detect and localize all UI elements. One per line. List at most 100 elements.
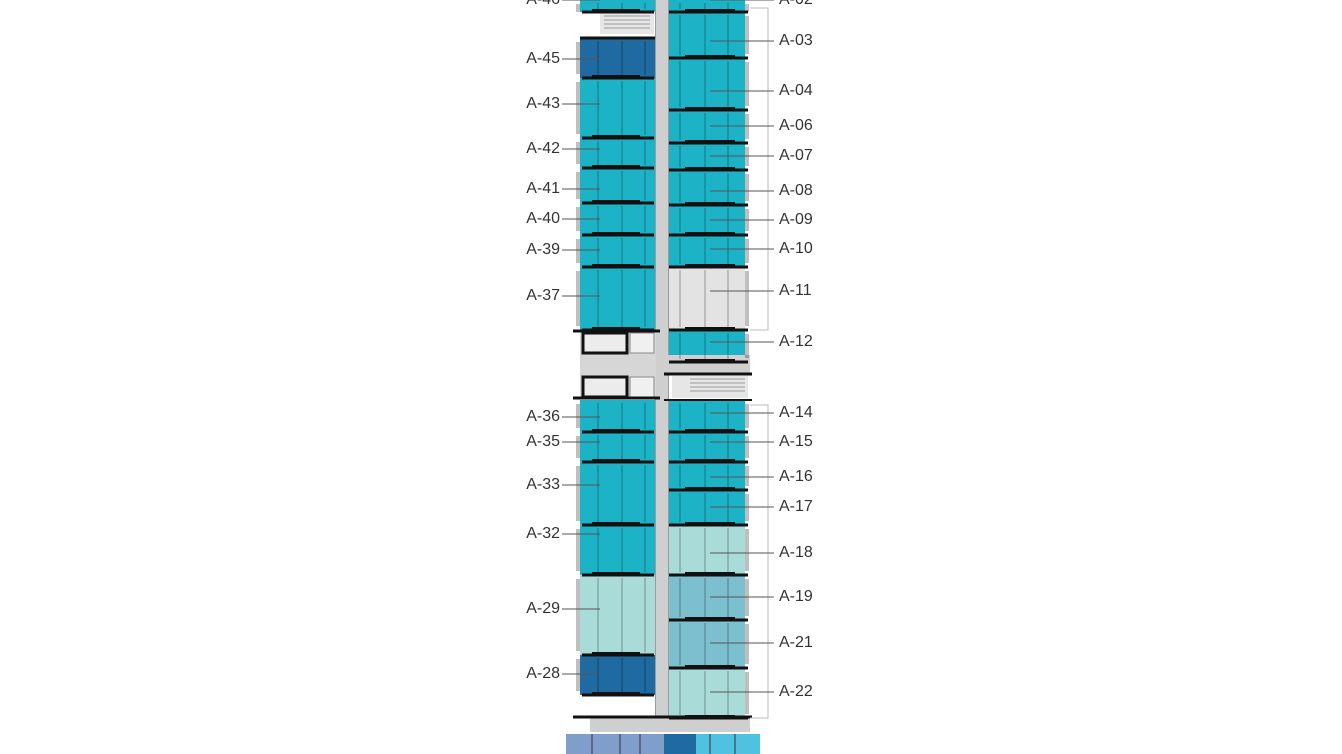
- label-a-11: A-11: [779, 282, 812, 299]
- unit-brackets: [750, 7, 769, 719]
- facade-window: [745, 4, 749, 12]
- facade-window: [576, 4, 580, 12]
- facade-window: [576, 529, 580, 571]
- facade-window: [576, 404, 580, 428]
- unit-interior: [679, 403, 729, 429]
- label-a-07: A-07: [779, 147, 813, 164]
- unit-a-15: [669, 432, 745, 462]
- label-a-09: A-09: [779, 211, 813, 228]
- unit-interior: [679, 173, 729, 202]
- unit-interior: [597, 41, 646, 75]
- facade-window: [745, 404, 749, 428]
- unit-a-16: [669, 462, 745, 490]
- label-a-04: A-04: [779, 82, 813, 99]
- label-a-18: A-18: [779, 544, 813, 561]
- facade-window: [576, 172, 580, 199]
- label-a-36: A-36: [526, 408, 560, 425]
- unit-a-18: [669, 525, 745, 575]
- base-corridor: [590, 718, 750, 732]
- unit-a-41: [580, 168, 655, 203]
- unit-interior: [597, 171, 646, 200]
- unit-interior: [679, 623, 729, 665]
- unit-interior: [679, 465, 729, 487]
- unit-interior: [597, 465, 646, 522]
- facade-window: [576, 466, 580, 521]
- label-a-21: A-21: [779, 634, 813, 651]
- label-a-22: A-22: [779, 683, 813, 700]
- facade-window: [745, 271, 749, 326]
- unit-interior: [597, 270, 646, 327]
- unit-interior: [597, 435, 646, 459]
- unit-interior: [597, 238, 646, 264]
- unit-interior: [597, 81, 646, 135]
- label-a-35: A-35: [526, 433, 560, 450]
- unit-interior: [679, 3, 729, 9]
- unit-a-28: [580, 655, 655, 695]
- unit-a-14: [669, 400, 745, 432]
- unit-a-03: [669, 12, 745, 58]
- unit-fills: [580, 0, 745, 718]
- label-a-43: A-43: [526, 95, 560, 112]
- unit-interior: [679, 15, 729, 55]
- label-a-16: A-16: [779, 468, 813, 485]
- label-a-02: A-02: [779, 0, 813, 9]
- facade-window: [576, 239, 580, 263]
- unit-interior: [597, 578, 646, 652]
- facade-window: [576, 271, 580, 326]
- unit-interior: [679, 671, 729, 715]
- label-a-33: A-33: [526, 476, 560, 493]
- label-a-12: A-12: [779, 333, 813, 350]
- facade-window: [745, 174, 749, 201]
- label-a-39: A-39: [526, 241, 560, 258]
- label-a-06: A-06: [779, 117, 813, 134]
- facade-window: [576, 142, 580, 164]
- unit-interior: [597, 403, 646, 429]
- unit-interior: [679, 528, 729, 572]
- label-a-17: A-17: [779, 498, 813, 515]
- unit-a-33: [580, 462, 655, 525]
- core-block-middle: [580, 331, 748, 399]
- facade-window: [745, 672, 749, 714]
- unit-interior: [597, 528, 646, 572]
- facade-window: [576, 579, 580, 651]
- unit-interior: [679, 435, 729, 459]
- facade-window: [576, 82, 580, 134]
- facade-window: [745, 624, 749, 664]
- label-a-45: A-45: [526, 50, 560, 67]
- unit-interior: [679, 333, 729, 359]
- unit-interior: [679, 270, 729, 327]
- label-a-28: A-28: [526, 665, 560, 682]
- label-a-03: A-03: [779, 32, 813, 49]
- label-a-14: A-14: [779, 404, 813, 421]
- facade-window: [745, 529, 749, 571]
- unit-interior: [679, 238, 729, 264]
- unit-interior: [597, 658, 646, 692]
- label-a-32: A-32: [526, 525, 560, 542]
- unit-a-10: [669, 235, 745, 267]
- facade-window: [576, 436, 580, 458]
- label-a-46: A-46: [526, 0, 560, 9]
- facade-window: [576, 42, 580, 74]
- unit-a-42: [580, 138, 655, 168]
- label-a-41: A-41: [526, 180, 560, 197]
- label-a-29: A-29: [526, 600, 560, 617]
- unit-a-36: [580, 400, 655, 432]
- facade-window: [745, 334, 749, 358]
- unit-a-37: [580, 267, 655, 330]
- label-a-19: A-19: [779, 588, 813, 605]
- leader-lines: [562, 0, 774, 693]
- stair-core-top: [600, 12, 654, 34]
- unit-a-39: [580, 235, 655, 267]
- unit-a-04: [669, 58, 745, 110]
- facade-window: [576, 659, 580, 691]
- unit-interior: [679, 61, 729, 107]
- unit-a-35: [580, 432, 655, 462]
- facade-window: [745, 466, 749, 486]
- facade-window: [745, 16, 749, 54]
- unit-a-29: [580, 575, 655, 655]
- unit-interior: [597, 141, 646, 165]
- unit-a-08: [669, 170, 745, 205]
- label-a-40: A-40: [526, 210, 560, 227]
- facade-window: [745, 62, 749, 106]
